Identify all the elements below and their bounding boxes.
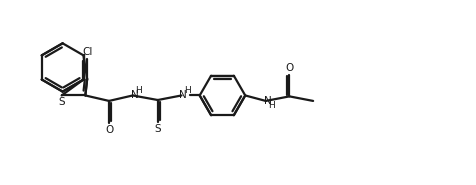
- Text: Cl: Cl: [82, 47, 93, 57]
- Text: N: N: [264, 96, 271, 106]
- Text: H: H: [184, 86, 191, 95]
- Text: H: H: [135, 86, 142, 95]
- Text: H: H: [268, 100, 275, 110]
- Text: O: O: [105, 125, 113, 135]
- Text: N: N: [179, 90, 187, 100]
- Text: S: S: [155, 124, 161, 134]
- Text: S: S: [59, 97, 65, 107]
- Text: O: O: [285, 63, 294, 73]
- Text: N: N: [131, 90, 139, 100]
